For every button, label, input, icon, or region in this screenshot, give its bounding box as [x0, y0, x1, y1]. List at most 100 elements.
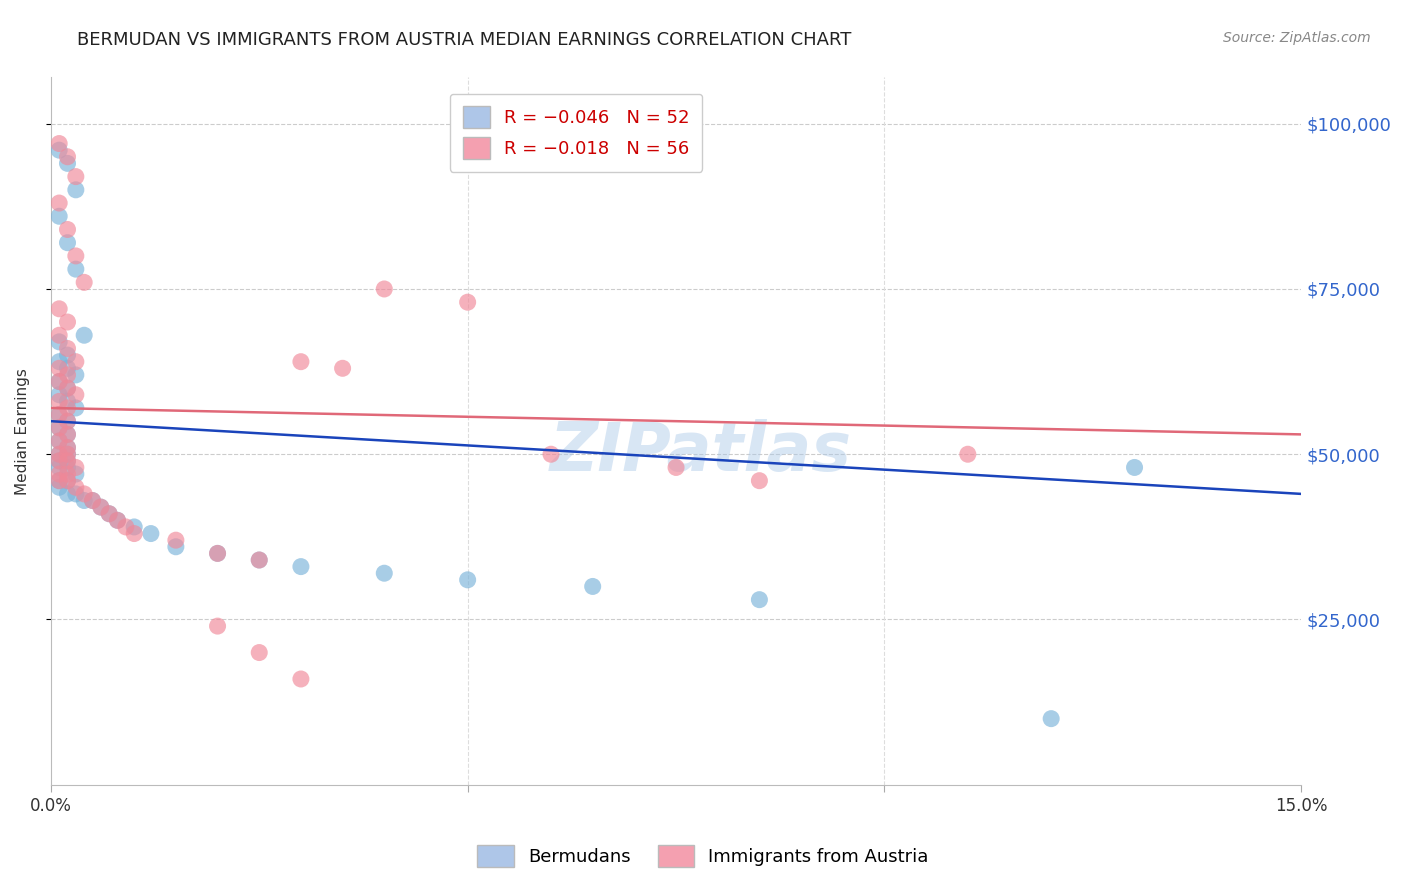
Point: [48, 361, 70, 376]
Point: [98, 507, 121, 521]
Point: [56, 441, 79, 455]
Point: [122, 526, 145, 541]
Point: [56, 454, 79, 468]
Point: [90, 500, 112, 515]
Point: [56, 361, 79, 376]
Point: [56, 150, 79, 164]
Point: [56, 348, 79, 362]
Point: [373, 566, 395, 581]
Point: [65, 368, 87, 382]
Y-axis label: Median Earnings: Median Earnings: [15, 368, 30, 494]
Point: [56, 454, 79, 468]
Point: [56, 401, 79, 415]
Point: [48, 474, 70, 488]
Point: [48, 480, 70, 494]
Point: [56, 427, 79, 442]
Point: [748, 592, 770, 607]
Point: [56, 394, 79, 409]
Point: [48, 408, 70, 422]
Point: [48, 454, 70, 468]
Point: [48, 388, 70, 402]
Point: [247, 646, 270, 660]
Point: [373, 282, 395, 296]
Point: [48, 143, 70, 157]
Point: [56, 368, 79, 382]
Point: [122, 520, 145, 534]
Point: [48, 447, 70, 461]
Legend: R = −0.046   N = 52, R = −0.018   N = 56: R = −0.046 N = 52, R = −0.018 N = 56: [450, 94, 702, 172]
Point: [65, 249, 87, 263]
Point: [48, 467, 70, 481]
Point: [207, 619, 229, 633]
Point: [65, 487, 87, 501]
Text: BERMUDAN VS IMMIGRANTS FROM AUSTRIA MEDIAN EARNINGS CORRELATION CHART: BERMUDAN VS IMMIGRANTS FROM AUSTRIA MEDI…: [77, 31, 852, 49]
Point: [73, 487, 96, 501]
Point: [56, 460, 79, 475]
Point: [457, 295, 479, 310]
Legend: Bermudans, Immigrants from Austria: Bermudans, Immigrants from Austria: [470, 838, 936, 874]
Point: [748, 474, 770, 488]
Point: [56, 467, 79, 481]
Point: [48, 209, 70, 223]
Point: [65, 169, 87, 184]
Point: [457, 573, 479, 587]
Point: [48, 328, 70, 343]
Point: [165, 540, 187, 554]
Point: [207, 546, 229, 560]
Point: [56, 222, 79, 236]
Point: [48, 454, 70, 468]
Point: [48, 447, 70, 461]
Point: [65, 388, 87, 402]
Text: ZIPatlas: ZIPatlas: [550, 419, 852, 485]
Point: [56, 447, 79, 461]
Point: [56, 342, 79, 356]
Point: [247, 553, 270, 567]
Point: [48, 375, 70, 389]
Point: [139, 526, 162, 541]
Point: [56, 381, 79, 395]
Point: [582, 579, 605, 593]
Point: [48, 434, 70, 448]
Point: [65, 354, 87, 368]
Point: [65, 401, 87, 415]
Point: [115, 520, 138, 534]
Point: [540, 447, 562, 461]
Point: [73, 328, 96, 343]
Point: [1123, 460, 1146, 475]
Point: [48, 394, 70, 409]
Point: [73, 276, 96, 290]
Point: [207, 546, 229, 560]
Point: [56, 427, 79, 442]
Point: [56, 487, 79, 501]
Point: [290, 559, 312, 574]
Text: Source: ZipAtlas.com: Source: ZipAtlas.com: [1223, 31, 1371, 45]
Point: [98, 507, 121, 521]
Point: [165, 533, 187, 548]
Point: [48, 196, 70, 211]
Point: [107, 513, 129, 527]
Point: [56, 156, 79, 170]
Point: [65, 480, 87, 494]
Point: [73, 493, 96, 508]
Point: [48, 408, 70, 422]
Point: [56, 474, 79, 488]
Point: [48, 136, 70, 151]
Point: [48, 301, 70, 316]
Point: [56, 381, 79, 395]
Point: [1040, 712, 1063, 726]
Point: [290, 672, 312, 686]
Point: [65, 467, 87, 481]
Point: [56, 235, 79, 250]
Point: [82, 493, 104, 508]
Point: [290, 354, 312, 368]
Point: [48, 421, 70, 435]
Point: [56, 414, 79, 428]
Point: [56, 474, 79, 488]
Point: [48, 354, 70, 368]
Point: [332, 361, 354, 376]
Point: [48, 474, 70, 488]
Point: [65, 183, 87, 197]
Point: [665, 460, 688, 475]
Point: [48, 375, 70, 389]
Point: [48, 460, 70, 475]
